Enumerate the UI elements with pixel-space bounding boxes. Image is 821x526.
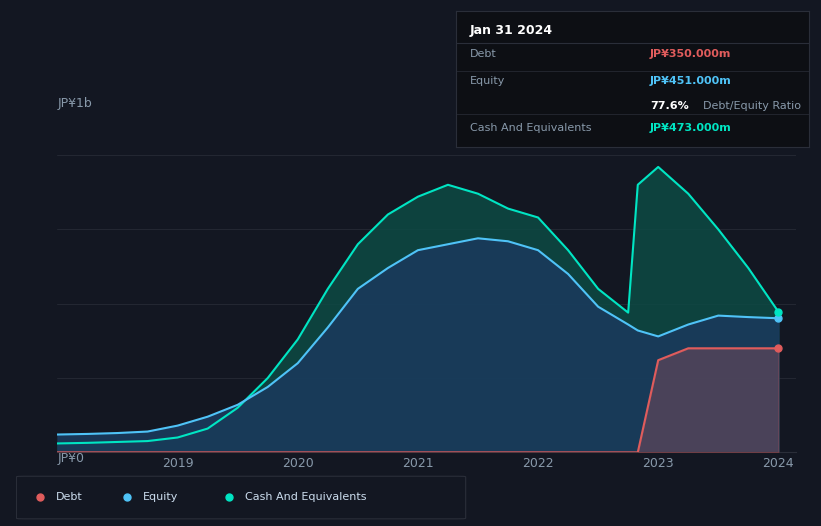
Text: JP¥451.000m: JP¥451.000m [650,76,732,86]
Text: Debt: Debt [56,492,83,502]
Text: JP¥1b: JP¥1b [57,97,92,110]
Text: JP¥350.000m: JP¥350.000m [650,49,732,59]
Text: 77.6%: 77.6% [650,101,689,111]
Text: JP¥473.000m: JP¥473.000m [650,123,732,133]
Text: Cash And Equivalents: Cash And Equivalents [245,492,366,502]
FancyBboxPatch shape [16,476,466,519]
Text: Jan 31 2024: Jan 31 2024 [470,24,553,37]
Text: Equity: Equity [143,492,178,502]
Text: Equity: Equity [470,76,505,86]
Text: JP¥0: JP¥0 [57,452,85,466]
Text: Cash And Equivalents: Cash And Equivalents [470,123,591,133]
Text: Debt: Debt [470,49,497,59]
Text: Debt/Equity Ratio: Debt/Equity Ratio [703,101,800,111]
